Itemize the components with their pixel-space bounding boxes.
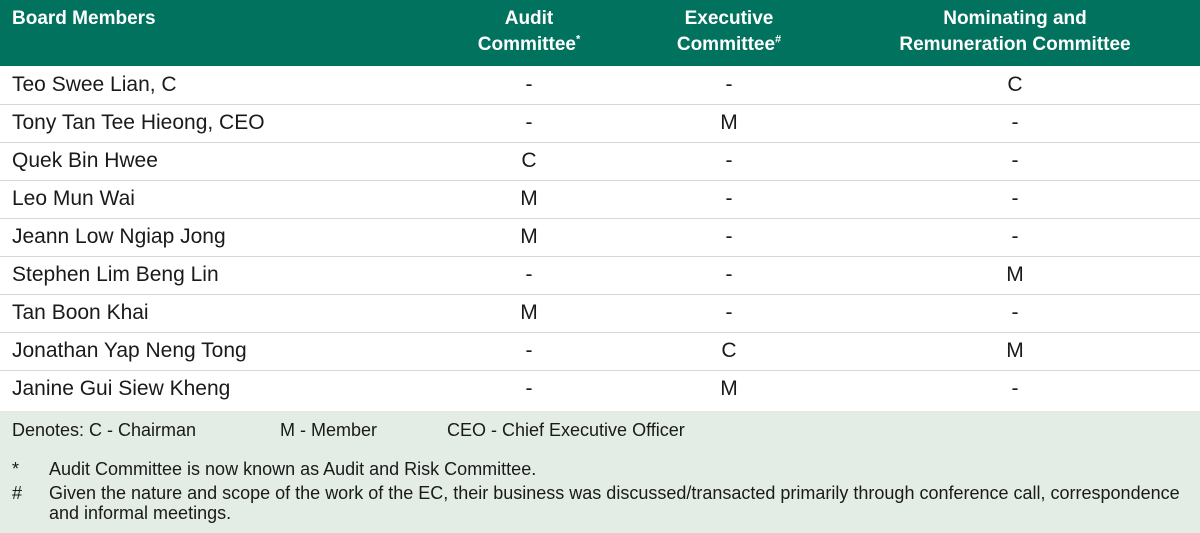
table-row: Stephen Lim Beng Lin - - M	[0, 256, 1200, 295]
footnote-mark: #	[12, 483, 23, 503]
audit-role: -	[430, 332, 628, 371]
nrc-role: -	[1011, 377, 1019, 401]
header-nrc-line2: Remuneration Committee	[899, 34, 1131, 55]
legend-member: M - Member	[280, 420, 378, 440]
audit-role: -	[430, 66, 628, 105]
table-row: Quek Bin Hwee C - -	[0, 142, 1200, 181]
audit-role: -	[430, 104, 628, 143]
audit-role: -	[525, 377, 533, 401]
member-name: Teo Swee Lian, C	[0, 66, 430, 105]
executive-role: -	[628, 142, 830, 181]
executive-role: -	[628, 256, 830, 295]
member-name: Jonathan Yap Neng Tong	[0, 332, 430, 371]
legend-ceo: CEO - Chief Executive Officer	[447, 420, 685, 440]
table-row: Jeann Low Ngiap Jong M - -	[0, 218, 1200, 257]
header-audit-line1: Audit	[504, 8, 554, 29]
nrc-role: -	[830, 142, 1200, 181]
legend-chairman: Denotes: C - Chairman	[12, 420, 197, 440]
audit-role: M	[430, 218, 628, 257]
header-board-members: Board Members	[0, 0, 430, 66]
audit-role: C	[430, 142, 628, 181]
audit-role: M	[430, 294, 628, 333]
header-nominating-remuneration-committee: Nominating and Remuneration Committee	[830, 0, 1200, 66]
table-row: Leo Mun Wai M - -	[0, 180, 1200, 219]
member-name: Janine Gui Siew Kheng	[12, 377, 231, 401]
header-executive-committee: Executive Committee#	[628, 0, 830, 66]
footnote-text: Given the nature and scope of the work o…	[49, 483, 1180, 523]
audit-role: M	[430, 180, 628, 219]
executive-role: -	[628, 294, 830, 333]
header-nrc-line1: Nominating and	[943, 8, 1087, 29]
header-audit-line2: Committee	[477, 34, 576, 55]
table-row: Tan Boon Khai M - -	[0, 294, 1200, 333]
audit-role: -	[430, 256, 628, 295]
member-name: Leo Mun Wai	[0, 180, 430, 219]
footnote-mark-asterisk: *	[575, 33, 581, 46]
header-audit-committee: Audit Committee*	[430, 0, 628, 66]
executive-role: C	[628, 332, 830, 371]
executive-role: M	[720, 377, 738, 401]
header-board-members-label: Board Members	[12, 8, 156, 29]
nrc-role: C	[830, 66, 1200, 105]
member-name: Jeann Low Ngiap Jong	[0, 218, 430, 257]
header-audit-line2-wrap: Committee*	[430, 32, 628, 58]
table-body: Teo Swee Lian, C - - C Tony Tan Tee Hieo…	[0, 66, 1200, 408]
member-name: Quek Bin Hwee	[0, 142, 430, 181]
nrc-role: -	[830, 180, 1200, 219]
nrc-role: -	[830, 218, 1200, 257]
table-row: Tony Tan Tee Hieong, CEO - M -	[0, 104, 1200, 143]
executive-role: -	[628, 180, 830, 219]
notes-panel: Denotes: C - Chairman M - Member CEO - C…	[0, 411, 1200, 533]
executive-role: -	[628, 66, 830, 105]
executive-role: M	[628, 104, 830, 143]
nrc-role: -	[830, 294, 1200, 333]
executive-role: -	[628, 218, 830, 257]
table-row: Teo Swee Lian, C - - C	[0, 66, 1200, 105]
table-row: Janine Gui Siew Kheng - M -	[0, 370, 1200, 408]
nrc-role: -	[830, 104, 1200, 143]
board-committee-table: Board Members Audit Committee* Executive…	[0, 0, 1200, 408]
header-row: Board Members Audit Committee* Executive…	[0, 0, 1200, 66]
table-row: Jonathan Yap Neng Tong - C M	[0, 332, 1200, 371]
header-executive-line2: Committee	[676, 34, 776, 55]
header-executive-line1: Executive	[684, 8, 774, 29]
footnote-mark-hash: #	[775, 33, 782, 46]
header-executive-line2-wrap: Committee#	[628, 32, 830, 58]
nrc-role: M	[830, 332, 1200, 371]
member-name: Tony Tan Tee Hieong, CEO	[0, 104, 430, 143]
footnote-mark: *	[12, 459, 20, 479]
table-header: Board Members Audit Committee* Executive…	[0, 0, 1200, 66]
nrc-role: M	[830, 256, 1200, 295]
footnote-text: Audit Committee is now known as Audit an…	[49, 459, 537, 479]
member-name: Stephen Lim Beng Lin	[0, 256, 430, 295]
member-name: Tan Boon Khai	[0, 294, 430, 333]
